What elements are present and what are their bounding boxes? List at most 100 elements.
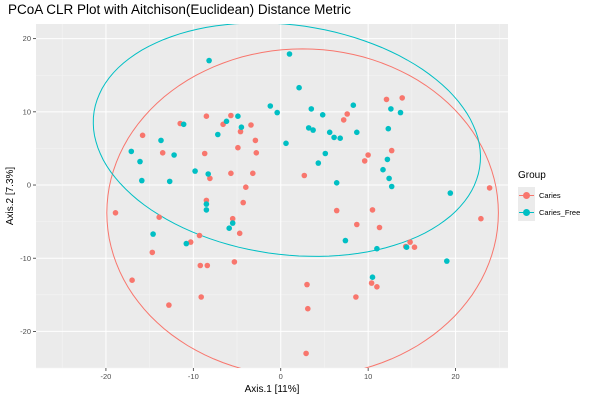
data-point (150, 231, 156, 237)
data-point (386, 175, 392, 182)
data-point (128, 148, 135, 155)
ellipse-caries-free (92, 24, 482, 257)
data-point (478, 215, 484, 222)
data-point (137, 158, 143, 165)
data-point (286, 51, 293, 57)
legend-dot-caries-free (523, 209, 530, 216)
data-point (171, 152, 177, 158)
data-point (139, 132, 146, 139)
legend-key-caries (518, 187, 535, 204)
chart-title: PCoA CLR Plot with Aitchison(Euclidean) … (8, 2, 351, 17)
data-point (159, 150, 166, 156)
data-point (303, 350, 309, 357)
legend-label-caries-free: Caries_Free (539, 208, 581, 217)
x-tick-label: 20 (451, 372, 459, 381)
data-point (354, 129, 360, 136)
data-point (252, 137, 259, 144)
data-point (333, 207, 340, 214)
data-point (250, 170, 256, 177)
data-points (112, 51, 493, 357)
y-tick-label: -10 (20, 254, 31, 263)
legend-item-caries-free: Caries_Free (518, 204, 580, 221)
data-point (243, 184, 249, 190)
data-point (236, 230, 243, 237)
legend-key-caries-free (518, 204, 535, 221)
data-point (486, 185, 493, 191)
data-point (385, 125, 392, 132)
data-point (228, 170, 234, 177)
data-point (340, 117, 347, 123)
data-point (380, 166, 386, 173)
y-tick-label: 20 (23, 34, 31, 43)
x-tick-label: 10 (364, 372, 372, 381)
data-point (235, 113, 241, 119)
legend-item-caries: Caries (518, 187, 580, 204)
data-point (369, 274, 376, 281)
data-point (274, 109, 281, 116)
data-point (403, 244, 410, 250)
data-point (267, 103, 274, 109)
legend-title: Group (518, 170, 546, 181)
data-point (235, 144, 241, 151)
data-point (388, 147, 395, 154)
data-point (206, 57, 212, 64)
data-point (374, 245, 380, 252)
series-caries-free (128, 51, 454, 281)
data-point (388, 183, 395, 190)
data-point (399, 95, 406, 101)
plot-panel (36, 24, 508, 368)
data-point (158, 137, 164, 144)
data-point (326, 129, 333, 136)
data-point (353, 294, 359, 300)
data-point (197, 262, 204, 269)
data-point (226, 225, 232, 231)
data-point (229, 215, 236, 222)
data-point (248, 122, 254, 128)
data-point (238, 124, 245, 130)
data-point (215, 131, 221, 138)
data-point (203, 113, 210, 119)
data-point (319, 112, 326, 118)
data-point (331, 134, 337, 141)
data-point (166, 302, 172, 308)
data-point (384, 156, 391, 163)
y-axis-title: Axis.2 [7.3%] (5, 167, 16, 226)
legend-dot-caries (523, 192, 530, 199)
axis-ticks: -20 -10 0 10 20 -20 -10 0 10 20 (20, 34, 460, 381)
data-point (397, 109, 404, 116)
data-point (444, 258, 450, 264)
data-point (305, 305, 311, 312)
data-point (283, 140, 289, 147)
legend: Group Caries Caries_Free (518, 170, 580, 221)
y-tick-label: -20 (20, 327, 31, 336)
data-point (368, 280, 375, 286)
data-point (229, 220, 236, 226)
data-point (407, 239, 413, 245)
data-point (304, 281, 310, 288)
data-point (337, 135, 344, 141)
x-tick-label: -10 (188, 372, 199, 381)
data-point (296, 84, 302, 91)
data-point (342, 237, 349, 244)
data-point (228, 112, 234, 119)
data-point (322, 150, 329, 157)
data-point (201, 150, 208, 157)
data-point (156, 214, 162, 220)
x-axis-title: Axis.1 [11%] (245, 384, 300, 395)
data-point (149, 249, 156, 256)
legend-label-caries: Caries (539, 191, 561, 200)
data-point (231, 259, 238, 265)
data-point (204, 262, 211, 269)
data-point (301, 172, 308, 179)
data-point (187, 239, 194, 245)
confidence-ellipses (92, 24, 499, 368)
y-tick-label: 0 (27, 181, 31, 190)
data-point (139, 177, 145, 184)
x-tick-label: 0 (279, 372, 283, 381)
data-point (183, 240, 190, 247)
data-point (203, 201, 210, 207)
data-point (374, 284, 380, 290)
data-point (180, 121, 187, 128)
data-point (237, 128, 244, 135)
